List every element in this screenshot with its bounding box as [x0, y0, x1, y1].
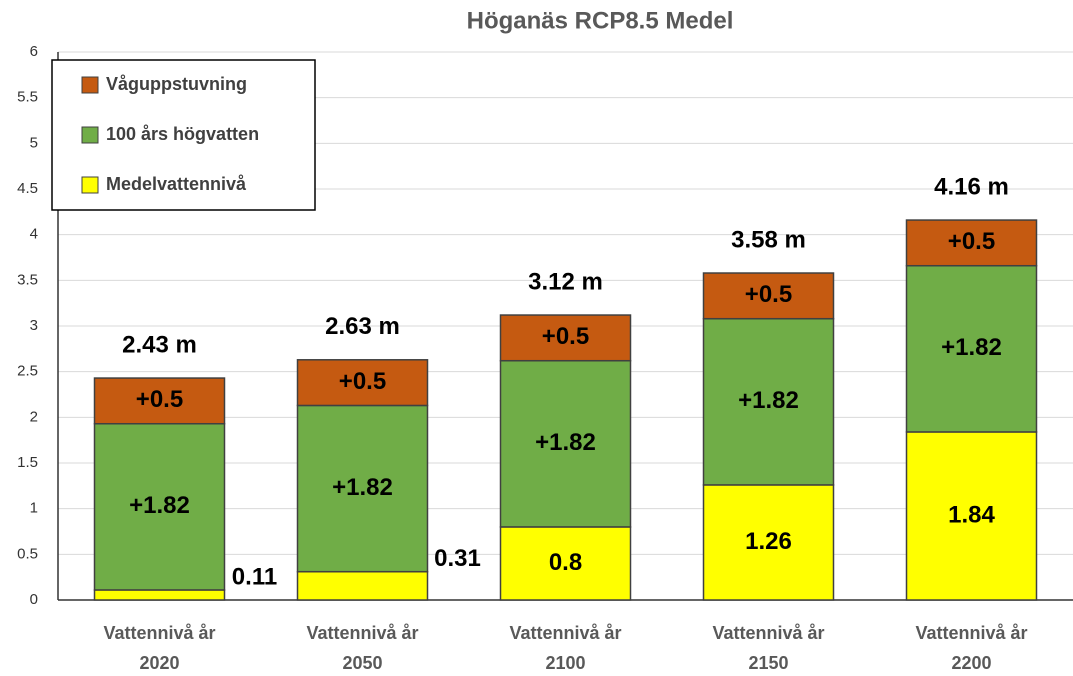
bar-segment [296, 359, 429, 407]
total-label: 2.63 m [325, 313, 400, 340]
legend-swatch [81, 176, 99, 194]
legend-swatch [81, 76, 99, 94]
bar-segment [702, 484, 835, 601]
x-tick-label: Vattennivå år 2050 [306, 623, 419, 673]
bar-segment [499, 526, 632, 601]
bar-segment [499, 359, 632, 528]
data-label: +0.5 [542, 323, 589, 350]
bar-segment [905, 431, 1038, 601]
bar-segment [905, 264, 1038, 433]
bar-segment [702, 317, 835, 486]
y-tick-label: 5 [30, 134, 38, 151]
total-label: 4.16 m [934, 173, 1009, 200]
x-tick-label: Vattennivå år 2200 [915, 623, 1028, 673]
data-label: +1.82 [129, 492, 190, 519]
y-tick-label: 0 [30, 591, 38, 608]
chart-title: Höganäs RCP8.5 Medel [467, 7, 734, 34]
y-tick-label: 3.5 [17, 271, 38, 288]
bar-segment [499, 314, 632, 362]
total-label: 3.12 m [528, 268, 603, 295]
y-tick-label: 4 [30, 226, 38, 243]
data-label: 0.31 [434, 545, 481, 572]
bar-segment [905, 219, 1038, 267]
data-label: 0.8 [549, 549, 582, 576]
data-label: +1.82 [332, 474, 393, 501]
y-tick-label: 6 [30, 43, 38, 60]
bar-segment [702, 272, 835, 320]
legend-label: Våguppstuvning [106, 74, 247, 94]
data-label: 0.11 [232, 563, 277, 590]
y-tick-label: 0.5 [17, 545, 38, 562]
data-label: +0.5 [339, 368, 386, 395]
y-tick-label: 1 [30, 500, 38, 517]
legend-swatch [81, 126, 99, 144]
bar-segment [93, 377, 226, 425]
total-label: 2.43 m [122, 331, 197, 358]
bar-segment [93, 422, 226, 591]
legend-label: Medelvattennivå [106, 174, 247, 194]
y-tick-label: 2 [30, 408, 38, 425]
x-tick-label: Vattennivå år 2100 [509, 623, 622, 673]
y-tick-label: 1.5 [17, 454, 38, 471]
data-label: 1.84 [948, 501, 995, 528]
data-label: +1.82 [738, 387, 799, 414]
data-label: +1.82 [535, 429, 596, 456]
data-label: +0.5 [948, 228, 995, 255]
bar-segment [93, 589, 226, 601]
x-tick-label: Vattennivå år 2020 [103, 623, 216, 673]
data-label: 1.26 [745, 528, 792, 555]
bar-segment [296, 404, 429, 573]
y-tick-label: 5.5 [17, 89, 38, 106]
x-tick-label: Vattennivå år 2150 [712, 623, 825, 673]
y-tick-label: 2.5 [17, 363, 38, 380]
data-label: +0.5 [745, 281, 792, 308]
y-tick-label: 3 [30, 317, 38, 334]
bar-segment [296, 570, 429, 601]
legend-label: 100 års högvatten [106, 124, 259, 144]
total-label: 3.58 m [731, 226, 806, 253]
y-tick-label: 4.5 [17, 180, 38, 197]
data-label: +1.82 [941, 334, 1002, 361]
data-label: +0.5 [136, 386, 183, 413]
